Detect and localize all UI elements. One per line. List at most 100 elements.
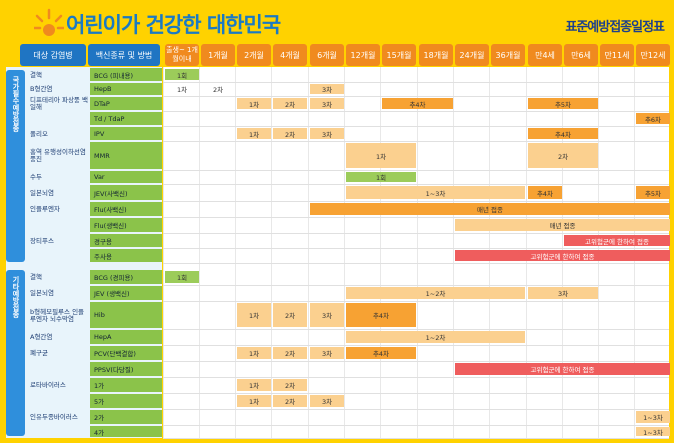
- vaccine-label: 4가: [90, 426, 162, 437]
- dose-bar: 1~2차: [346, 331, 525, 343]
- dose-bar: 1차: [237, 395, 271, 407]
- dose-bar: 1~3차: [636, 411, 670, 423]
- vaccine-label: Hib: [90, 302, 162, 328]
- disease-label: 홍역 유행성이하선염 풍진: [30, 148, 86, 163]
- dose-bar: 1회: [165, 271, 199, 283]
- header-age-6: 15개월: [382, 44, 416, 66]
- grid-row-line: [163, 301, 669, 302]
- dose-bar: 3차: [310, 395, 344, 407]
- grid-row-line: [163, 285, 669, 286]
- vaccine-label: 경구용: [90, 234, 162, 247]
- dose-bar: 3차: [310, 347, 344, 359]
- disease-label: 결핵: [30, 70, 42, 79]
- dose-bar: 3차: [528, 287, 598, 299]
- header-age-1: 1개월: [201, 44, 235, 66]
- dose-bar: 1차: [237, 98, 271, 109]
- vaccine-label: HepA: [90, 330, 162, 344]
- dose-bar: 1차: [165, 84, 199, 94]
- dose-bar: 3차: [310, 98, 344, 109]
- header-age-10: 만4세: [528, 44, 562, 66]
- dose-bar: 추4차: [528, 128, 598, 139]
- dose-bar: 1~3차: [346, 186, 525, 199]
- disease-label: 일본뇌염: [30, 289, 54, 297]
- vaccine-label: Flu(생백신): [90, 218, 162, 232]
- vaccine-label: BCG (경피용): [90, 270, 162, 284]
- group-national: 국가필수예방접종: [6, 70, 25, 262]
- disease-label: 폐구균: [30, 349, 48, 357]
- header-age-13: 만12세: [636, 44, 670, 66]
- grid-row-line: [163, 438, 669, 439]
- header-age-9: 36개월: [491, 44, 525, 66]
- grid-row-line: [163, 233, 669, 234]
- vaccine-label: Flu(사백신): [90, 202, 162, 216]
- grid-row-line: [163, 126, 669, 127]
- header-age-5: 12개월: [346, 44, 380, 66]
- grid-col-line: [417, 67, 418, 438]
- vaccine-label: Td / TdaP: [90, 112, 162, 125]
- grid-row-line: [163, 377, 669, 378]
- dose-bar: 1차: [237, 303, 271, 327]
- header-age-7: 18개월: [419, 44, 453, 66]
- dose-bar: 2차: [273, 379, 307, 391]
- dose-bar: 1차: [346, 143, 416, 168]
- grid-col-line: [453, 67, 454, 438]
- disease-label: 일본뇌염: [30, 188, 54, 197]
- grid-row-line: [163, 111, 669, 112]
- disease-label: 결핵: [30, 273, 42, 281]
- vaccine-label: DTaP: [90, 97, 162, 110]
- vaccine-label: JEV (생백신): [90, 286, 162, 300]
- dose-bar: 1~2차: [346, 287, 525, 299]
- vaccine-label: 2가: [90, 410, 162, 424]
- dose-bar: 3차: [310, 303, 344, 327]
- grid-row-line: [163, 345, 669, 346]
- vaccine-label: 주사용: [90, 249, 162, 262]
- grid-col-line: [235, 67, 236, 438]
- dose-bar: 2차: [528, 143, 598, 168]
- dose-bar: 2차: [273, 347, 307, 359]
- dose-bar: 2차: [273, 128, 307, 139]
- page-subtitle: 표준예방접종일정표: [565, 20, 665, 35]
- disease-label: B형간염: [30, 85, 53, 93]
- grid-row-line: [163, 361, 669, 362]
- dose-bar: 3차: [310, 128, 344, 139]
- vaccine-label: Var: [90, 171, 162, 183]
- dose-bar: 매년 접종: [455, 219, 670, 231]
- dose-bar: 추4차: [346, 347, 416, 359]
- disease-label: 수두: [30, 173, 42, 181]
- dose-bar: 1차: [237, 128, 271, 139]
- grid-row-line: [163, 170, 669, 171]
- dose-bar: 3차: [310, 84, 344, 94]
- disease-label: 인유두종바이러스: [30, 413, 78, 421]
- grid-col-line: [163, 67, 164, 438]
- dose-bar: 1~3차: [636, 427, 670, 437]
- vaccine-label: JEV(사백신): [90, 185, 162, 200]
- page-title: 어린이가 건강한 대한민국: [66, 13, 281, 37]
- header-disease: 대상 감염병: [20, 44, 86, 66]
- dose-bar: 2차: [201, 84, 235, 94]
- dose-bar: 고위험군에 한하여 접종: [455, 250, 670, 261]
- grid-col-line: [308, 67, 309, 438]
- grid-row-line: [163, 248, 669, 249]
- dose-bar: 2차: [273, 303, 307, 327]
- group-other: 기타예방접종: [6, 270, 25, 436]
- dose-bar: 고위험군에 한하여 접종: [564, 235, 670, 246]
- dose-bar: 1차: [237, 379, 271, 391]
- dose-bar: 매년 접종: [310, 203, 670, 215]
- grid-col-line: [199, 67, 200, 438]
- header-age-4: 6개월: [310, 44, 344, 66]
- grid-row-line: [163, 141, 669, 142]
- disease-label: 폴리오: [30, 129, 48, 138]
- header-age-0: 출생~ 1개월이내: [165, 44, 199, 66]
- disease-label: 장티푸스: [30, 236, 54, 245]
- dose-bar: 추6차: [636, 113, 670, 124]
- sun-logo-icon: [34, 8, 64, 36]
- vaccine-label: IPV: [90, 127, 162, 140]
- header-age-12: 만11세: [600, 44, 634, 66]
- header-age-8: 24개월: [455, 44, 489, 66]
- grid-row-line: [163, 82, 669, 83]
- dose-bar: 1차: [237, 347, 271, 359]
- dose-bar: 2차: [273, 395, 307, 407]
- header-age-3: 4개월: [273, 44, 307, 66]
- grid-col-line: [344, 67, 345, 438]
- header-vaccine: 백신종류 및 방법: [88, 44, 160, 66]
